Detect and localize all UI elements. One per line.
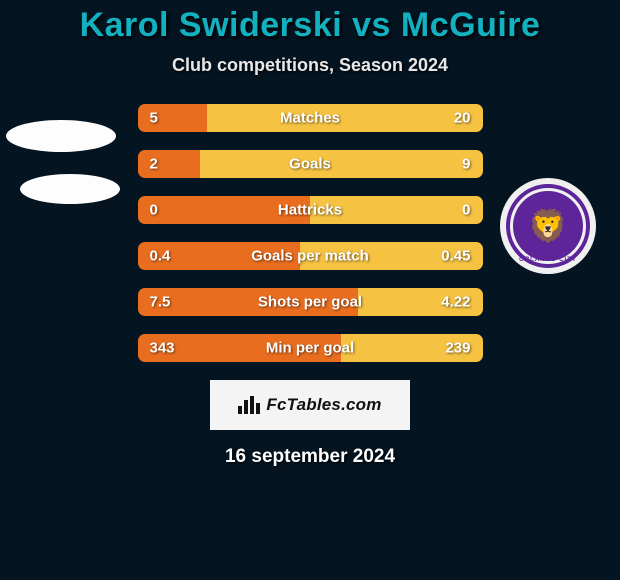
stat-metric-label: Min per goal <box>138 340 483 357</box>
comparison-bars: 520Matches 29Goals 00Hattricks 0.40.45Goals… <box>138 104 483 362</box>
headline-title: Karol Swiderski vs McGuire <box>0 0 620 45</box>
stat-metric-label: Goals per match <box>138 248 483 265</box>
fctables-label: FcTables.com <box>266 395 381 415</box>
lion-icon: 🦁 <box>528 210 568 242</box>
date-text: 16 september 2024 <box>0 446 620 468</box>
left-placeholder-oval-1 <box>6 120 116 152</box>
fctables-brand: FcTables.com <box>210 380 410 430</box>
stat-row: 343239Min per goal <box>138 334 483 362</box>
stat-metric-label: Goals <box>138 156 483 173</box>
team-crest-right: 🦁 ORLANDO CITY <box>500 178 596 274</box>
stat-row: 7.54.22Shots per goal <box>138 288 483 316</box>
stat-metric-label: Matches <box>138 110 483 127</box>
stat-metric-label: Hattricks <box>138 202 483 219</box>
chart-bars-icon <box>238 396 260 414</box>
stat-row: 29Goals <box>138 150 483 178</box>
team-crest-text: ORLANDO CITY <box>499 257 597 263</box>
stat-row: 520Matches <box>138 104 483 132</box>
stat-metric-label: Shots per goal <box>138 294 483 311</box>
stat-row: 00Hattricks <box>138 196 483 224</box>
stat-row: 0.40.45Goals per match <box>138 242 483 270</box>
team-crest-inner: 🦁 ORLANDO CITY <box>513 191 583 261</box>
subtitle: Club competitions, Season 2024 <box>0 55 620 76</box>
left-placeholder-oval-2 <box>20 174 120 204</box>
